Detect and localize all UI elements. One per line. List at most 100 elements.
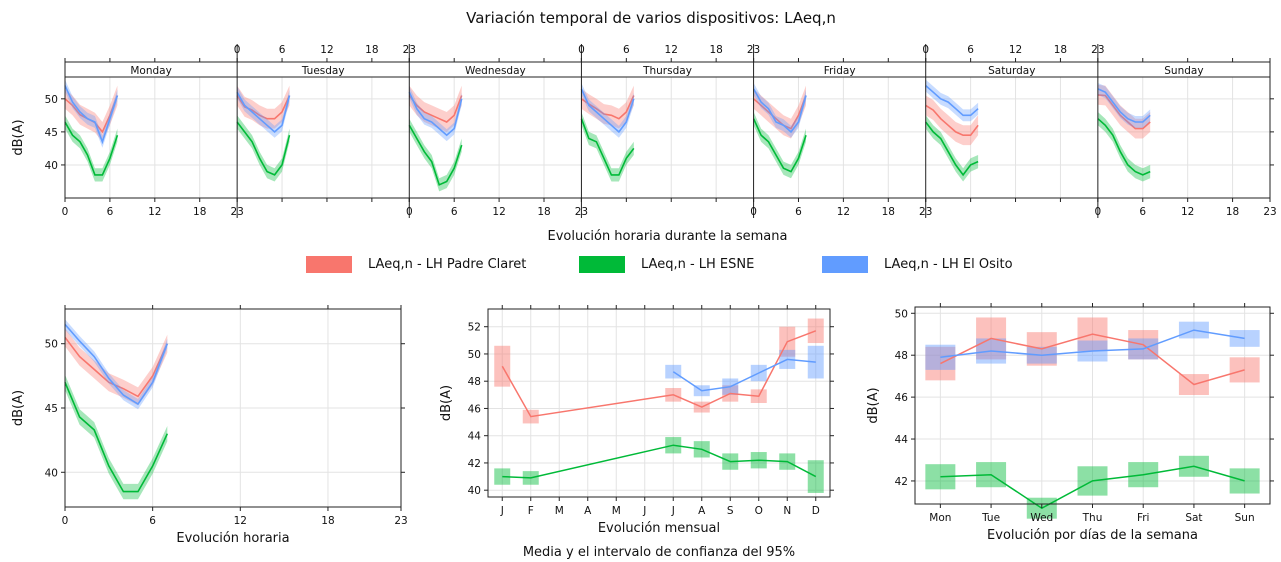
ci-box [665, 364, 682, 379]
x-tick-label: 12 [837, 206, 850, 218]
panel-frame [487, 308, 831, 498]
y-axis-label: dB(A) [439, 385, 454, 421]
day-strip-label: Sunday [1164, 65, 1203, 77]
y-tick-label: 50 [45, 339, 58, 351]
y-axis-label: dB(A) [866, 387, 881, 423]
y-tick-label: 48 [468, 376, 481, 388]
series-line [940, 329, 1245, 359]
ci-band [1097, 84, 1151, 139]
x-tick-label: J [500, 505, 504, 517]
panel-frame [64, 61, 1271, 199]
x-tick-label: 18 [193, 206, 206, 218]
legend-label: LAeq,n - LH Padre Claret [368, 257, 526, 272]
y-tick-label: 52 [468, 322, 481, 334]
x-tick-label: M [555, 505, 564, 517]
x-tick-label-top: 23 [747, 44, 760, 56]
x-tick-label: 23 [230, 206, 243, 218]
y-tick-label: 42 [468, 458, 481, 470]
y-tick-label: 40 [45, 160, 58, 172]
chart-caption: Media y el intervalo de confianza del 95… [523, 545, 795, 560]
x-tick-label-top: 18 [365, 44, 378, 56]
ci-band [65, 328, 168, 406]
series-line [925, 104, 979, 136]
day-strip-label: Tuesday [301, 65, 345, 77]
series-line [752, 118, 807, 173]
day-strip-label: Thursday [642, 65, 692, 77]
x-tick-label: 6 [795, 206, 802, 218]
x-tick-label: 0 [1095, 206, 1102, 218]
x-tick-label: 23 [575, 206, 588, 218]
x-tick-label-top: 6 [279, 44, 286, 56]
x-tick-label: 12 [492, 206, 505, 218]
y-tick-label: 46 [895, 392, 909, 404]
series-line [408, 95, 463, 123]
day-strip-label: Wednesday [465, 65, 526, 77]
legend-label: LAeq,n - LH ESNE [641, 257, 754, 272]
y-tick-label: 42 [895, 476, 908, 488]
x-tick-label-top: 12 [665, 44, 678, 56]
y-tick-label: 45 [45, 403, 58, 415]
series-line [580, 118, 635, 176]
ci-band [65, 374, 168, 500]
x-tick-label: 0 [406, 206, 413, 218]
series-line [236, 91, 291, 133]
ci-band [581, 83, 634, 138]
x-tick-label-top: 18 [709, 44, 722, 56]
day-strip-label: Saturday [988, 65, 1035, 77]
x-tick-label: 23 [394, 515, 407, 527]
x-tick-label: 6 [107, 206, 114, 218]
x-tick-label: 6 [451, 206, 458, 218]
weekly-panel: Monday Tuesday Wednesday Thursday Friday Satu… [11, 44, 1277, 244]
ci-band [1097, 83, 1151, 128]
x-tick-label: 23 [1263, 206, 1276, 218]
x-tick-label-top: 18 [1054, 44, 1067, 56]
series-line [1097, 94, 1151, 130]
x-tick-label-top: 6 [623, 44, 630, 56]
x-tick-label: 23 [919, 206, 932, 218]
x-tick-label: 6 [149, 515, 156, 527]
ci-band [237, 86, 290, 138]
x-tick-label-top: 12 [1009, 44, 1022, 56]
series-line [502, 444, 817, 479]
ci-band [753, 83, 806, 138]
x-axis-label: Evolución por días de la semana [987, 528, 1198, 543]
y-axis-label: dB(A) [11, 390, 26, 426]
x-tick-label: 18 [537, 206, 550, 218]
x-axis-label: Evolución mensual [598, 521, 720, 536]
legend-swatch [822, 256, 868, 273]
legend-swatch [306, 256, 352, 273]
x-tick-label: A [584, 505, 592, 517]
series-line [501, 330, 817, 418]
x-tick-label: 0 [750, 206, 757, 218]
day-strip-label: Monday [130, 65, 171, 77]
x-tick-label: Tue [981, 512, 1000, 524]
x-tick-label: 0 [62, 515, 69, 527]
x-tick-label: J [642, 505, 646, 517]
ci-band [65, 319, 168, 410]
ci-box [1229, 468, 1260, 494]
y-tick-label: 46 [468, 403, 482, 415]
ci-band [237, 115, 290, 182]
x-tick-label: S [727, 505, 734, 517]
ci-box [925, 344, 956, 370]
series-line [408, 124, 463, 186]
x-tick-label: 18 [1226, 206, 1239, 218]
y-tick-label: 40 [45, 467, 58, 479]
series-line [1097, 118, 1151, 176]
x-tick-label: Wed [1030, 512, 1053, 524]
x-tick-label-top: 23 [403, 44, 416, 56]
daily-panel: Mon Tue Wed Thu Fri Sat Sun 42 44 46 48 50 Evolución… [866, 303, 1274, 543]
series-line [236, 121, 291, 176]
series-line [925, 84, 979, 117]
x-tick-label: 12 [1181, 206, 1194, 218]
y-tick-label: 40 [468, 485, 481, 497]
x-tick-label: Thu [1082, 512, 1103, 524]
x-tick-label-top: 6 [967, 44, 974, 56]
figure-title: Variación temporal de varios dispositivo… [466, 9, 836, 27]
x-axis-label: Evolución horaria durante la semana [548, 229, 788, 244]
series-line [64, 381, 169, 493]
x-tick-label: Mon [929, 512, 951, 524]
x-tick-label: 18 [882, 206, 895, 218]
monthly-panel: J F M A M J J A S O N D 40 42 44 46 48 50 52 Evolución mens… [439, 305, 834, 560]
